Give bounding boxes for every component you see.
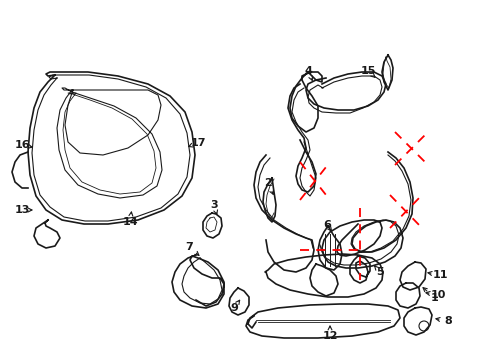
Text: 12: 12 <box>322 331 337 341</box>
Text: 14: 14 <box>122 217 138 227</box>
Text: 5: 5 <box>375 267 383 277</box>
Text: 1: 1 <box>430 293 438 303</box>
Text: 6: 6 <box>323 220 330 230</box>
Text: 2: 2 <box>264 178 271 188</box>
Text: 17: 17 <box>190 138 205 148</box>
Text: 8: 8 <box>443 316 451 326</box>
Text: 16: 16 <box>14 140 30 150</box>
Text: 7: 7 <box>185 242 192 252</box>
Text: 4: 4 <box>304 66 311 76</box>
Text: 10: 10 <box>429 290 445 300</box>
Text: 13: 13 <box>14 205 30 215</box>
Text: 15: 15 <box>360 66 375 76</box>
Text: 9: 9 <box>229 303 238 313</box>
Text: 3: 3 <box>210 200 217 210</box>
Text: 11: 11 <box>431 270 447 280</box>
